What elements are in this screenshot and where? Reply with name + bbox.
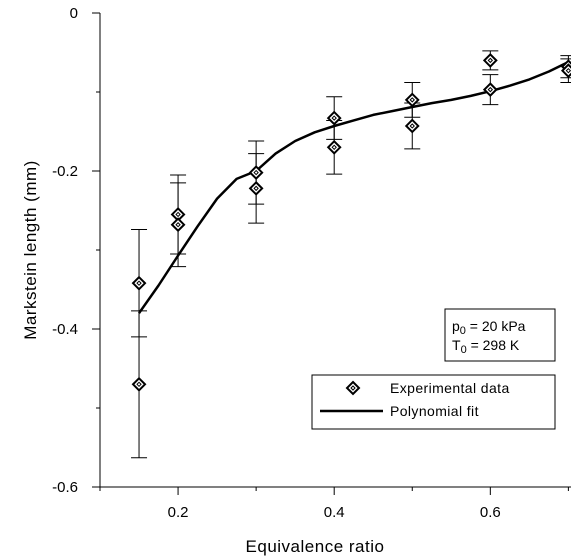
x-tick-label: 0.2 xyxy=(168,504,189,521)
data-point xyxy=(404,118,420,134)
x-axis-title: Equivalence ratio xyxy=(246,537,385,556)
data-point xyxy=(482,82,498,98)
data-point xyxy=(131,376,147,392)
temperature-condition: T0 = 298 K xyxy=(452,337,520,356)
x-tick-label: 0.6 xyxy=(480,504,501,521)
pressure-condition: p0 = 20 kPa xyxy=(452,318,526,337)
conditions-box: p0 = 20 kPa T0 = 298 K xyxy=(444,308,556,362)
data-point xyxy=(326,139,342,155)
data-point xyxy=(131,275,147,291)
y-tick-label: -0.4 xyxy=(52,321,78,338)
data-point xyxy=(170,217,186,233)
x-tick-label: 0.4 xyxy=(324,504,345,521)
data-point xyxy=(326,110,342,126)
data-point xyxy=(482,52,498,68)
y-tick-label: -0.2 xyxy=(52,163,78,180)
legend-label-experimental: Experimental data xyxy=(390,380,510,396)
legend: Experimental data Polynomial fit xyxy=(311,374,556,430)
y-tick-label: -0.6 xyxy=(52,479,78,496)
axes: 0 -0.2 -0.4 -0.6 0.2 0.4 0.6 xyxy=(52,5,571,521)
y-tick-label: 0 xyxy=(70,5,78,22)
data-point xyxy=(248,180,264,196)
data-markers xyxy=(131,52,571,392)
data-point xyxy=(404,92,420,108)
y-axis-title: Markstein length (mm) xyxy=(21,160,40,340)
polynomial-fit-line xyxy=(137,60,569,314)
legend-label-fit: Polynomial fit xyxy=(390,403,479,419)
data-point xyxy=(248,165,264,180)
legend-diamond xyxy=(345,380,361,396)
legend-marker-experimental xyxy=(345,380,361,396)
data-point xyxy=(560,63,571,79)
polynomial-fit-layer xyxy=(137,60,569,314)
